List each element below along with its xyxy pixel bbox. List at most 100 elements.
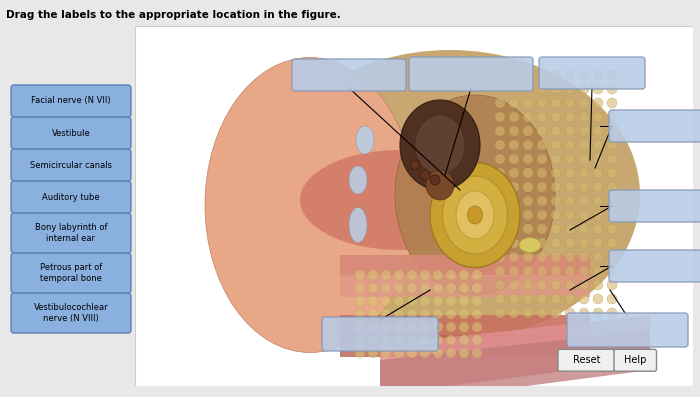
Circle shape <box>459 322 469 332</box>
Circle shape <box>472 348 482 358</box>
Circle shape <box>433 322 443 332</box>
Circle shape <box>509 112 519 122</box>
Circle shape <box>523 98 533 108</box>
Circle shape <box>433 309 443 319</box>
Circle shape <box>537 140 547 150</box>
Circle shape <box>495 182 505 192</box>
FancyBboxPatch shape <box>11 181 131 213</box>
Circle shape <box>355 309 365 319</box>
Circle shape <box>537 70 547 80</box>
Circle shape <box>472 283 482 293</box>
Circle shape <box>472 322 482 332</box>
Polygon shape <box>380 315 650 395</box>
Ellipse shape <box>415 115 465 175</box>
Circle shape <box>381 270 391 280</box>
Circle shape <box>593 294 603 304</box>
Circle shape <box>523 84 533 94</box>
Circle shape <box>579 154 589 164</box>
Ellipse shape <box>426 170 454 200</box>
Circle shape <box>593 238 603 248</box>
Circle shape <box>446 335 456 345</box>
Bar <box>340 255 590 277</box>
Circle shape <box>551 294 561 304</box>
Circle shape <box>394 348 404 358</box>
Circle shape <box>446 270 456 280</box>
Circle shape <box>509 308 519 318</box>
Circle shape <box>433 348 443 358</box>
Circle shape <box>537 266 547 276</box>
FancyBboxPatch shape <box>539 57 645 89</box>
Circle shape <box>537 84 547 94</box>
Circle shape <box>537 112 547 122</box>
Circle shape <box>565 140 575 150</box>
Bar <box>10 26 132 386</box>
Circle shape <box>537 98 547 108</box>
Ellipse shape <box>349 166 367 194</box>
Circle shape <box>472 270 482 280</box>
Circle shape <box>593 210 603 220</box>
Bar <box>340 275 590 297</box>
Ellipse shape <box>519 237 541 252</box>
Circle shape <box>355 283 365 293</box>
Circle shape <box>407 348 417 358</box>
Circle shape <box>433 283 443 293</box>
FancyBboxPatch shape <box>558 349 615 371</box>
Circle shape <box>579 112 589 122</box>
FancyBboxPatch shape <box>609 190 700 222</box>
Bar <box>340 315 590 337</box>
Circle shape <box>579 294 589 304</box>
Text: Help: Help <box>624 355 646 365</box>
Circle shape <box>355 322 365 332</box>
Circle shape <box>509 126 519 136</box>
Circle shape <box>537 154 547 164</box>
Circle shape <box>420 170 430 180</box>
Circle shape <box>551 154 561 164</box>
Circle shape <box>472 309 482 319</box>
Circle shape <box>593 154 603 164</box>
Circle shape <box>495 224 505 234</box>
Bar <box>340 335 590 357</box>
Circle shape <box>509 266 519 276</box>
Ellipse shape <box>349 208 367 243</box>
Circle shape <box>593 126 603 136</box>
Circle shape <box>381 283 391 293</box>
Circle shape <box>537 210 547 220</box>
Circle shape <box>565 252 575 262</box>
Circle shape <box>537 294 547 304</box>
Circle shape <box>607 280 617 290</box>
Circle shape <box>523 294 533 304</box>
Circle shape <box>446 296 456 306</box>
Text: Facial nerve (N VII): Facial nerve (N VII) <box>32 96 111 106</box>
Circle shape <box>551 70 561 80</box>
Circle shape <box>523 238 533 248</box>
Circle shape <box>579 84 589 94</box>
Circle shape <box>537 196 547 206</box>
Circle shape <box>394 309 404 319</box>
Circle shape <box>593 308 603 318</box>
Circle shape <box>607 294 617 304</box>
Circle shape <box>607 168 617 178</box>
Circle shape <box>593 84 603 94</box>
Circle shape <box>523 280 533 290</box>
Circle shape <box>551 168 561 178</box>
Circle shape <box>551 98 561 108</box>
Circle shape <box>579 280 589 290</box>
Circle shape <box>565 280 575 290</box>
Circle shape <box>593 266 603 276</box>
Circle shape <box>565 112 575 122</box>
Circle shape <box>607 196 617 206</box>
Circle shape <box>495 140 505 150</box>
Circle shape <box>523 140 533 150</box>
Circle shape <box>523 70 533 80</box>
FancyBboxPatch shape <box>11 149 131 181</box>
Circle shape <box>607 266 617 276</box>
Circle shape <box>509 210 519 220</box>
Circle shape <box>551 280 561 290</box>
Circle shape <box>381 335 391 345</box>
Text: Vestibule: Vestibule <box>52 129 90 137</box>
Text: Vestibulocochlear
nerve (N VIII): Vestibulocochlear nerve (N VIII) <box>34 303 108 323</box>
Circle shape <box>565 224 575 234</box>
Circle shape <box>355 296 365 306</box>
Circle shape <box>579 224 589 234</box>
Circle shape <box>565 196 575 206</box>
